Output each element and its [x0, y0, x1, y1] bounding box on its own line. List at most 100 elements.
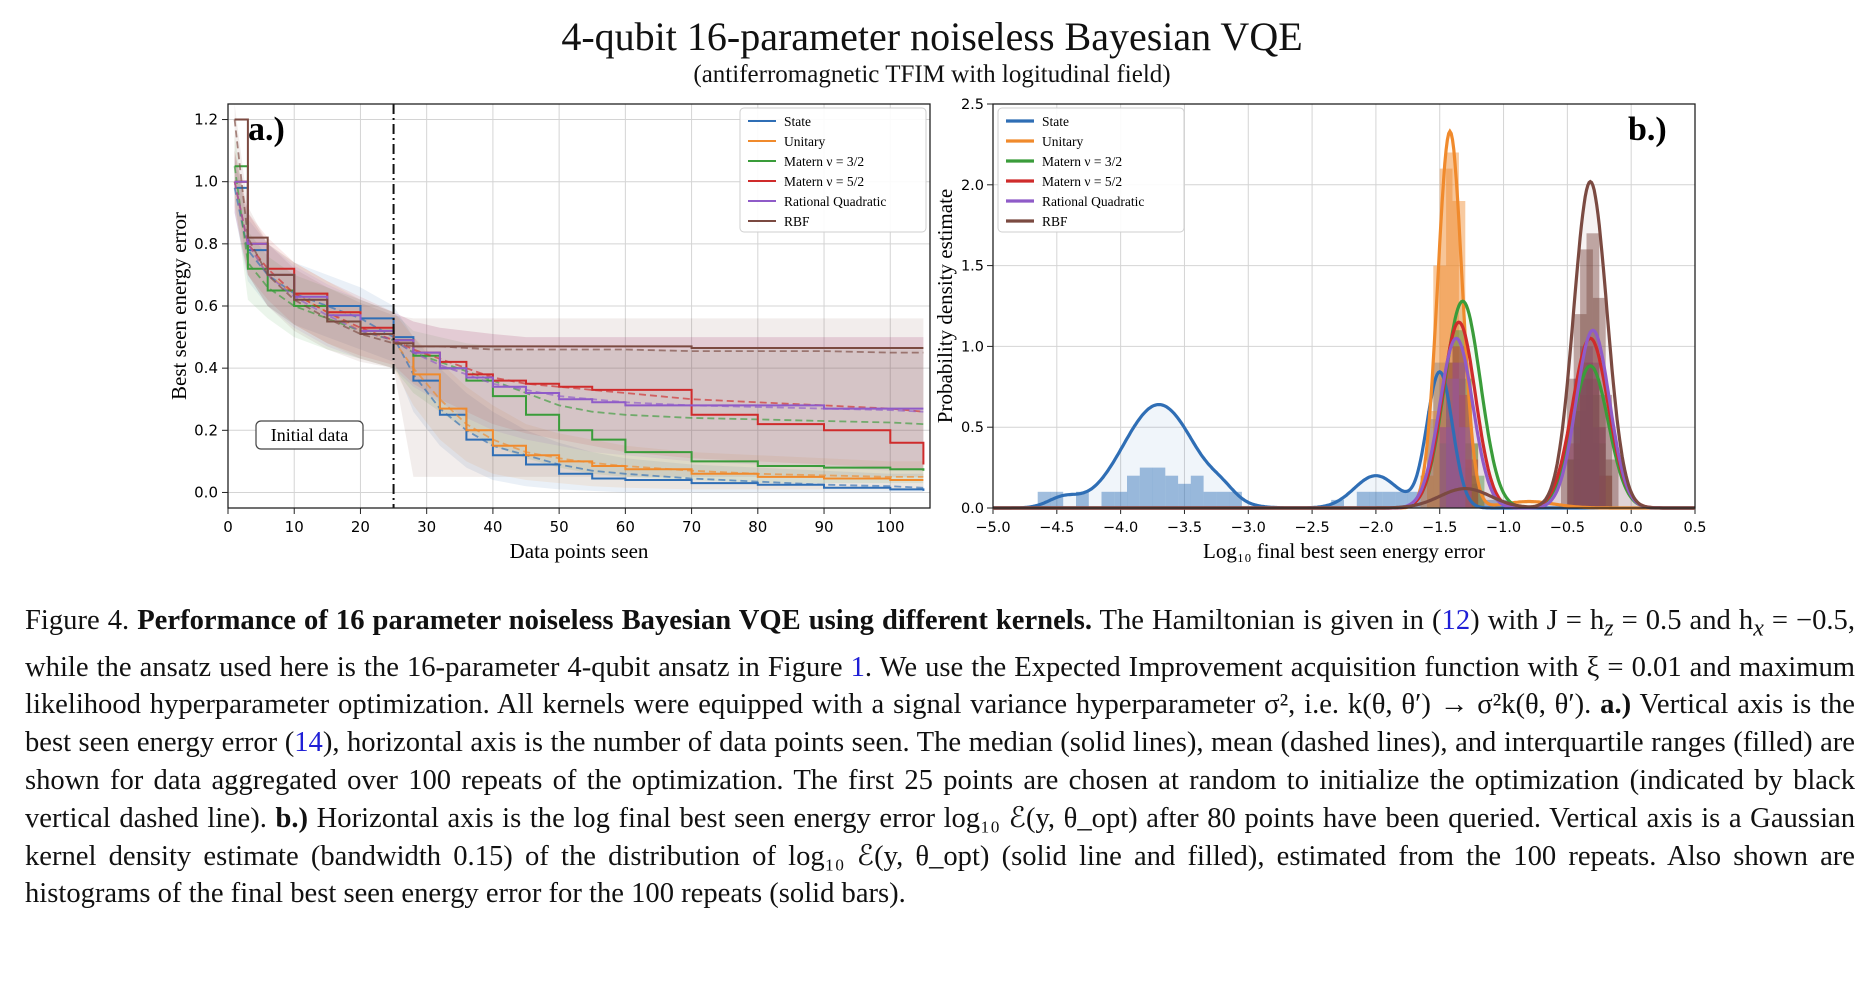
panel-a-xtick-label: 100: [876, 518, 905, 536]
panel-a-ytick-label: 0.4: [194, 359, 218, 377]
panel-b-xtick-label: −0.5: [1550, 520, 1585, 536]
panel-a-legend-label: Rational Quadratic: [784, 194, 886, 209]
panel-b-frame: [992, 103, 1696, 509]
panel-b-xlabel: Log₁₀ final best seen energy error: [1203, 539, 1485, 563]
panel-b-hist-bar-matern52: [1439, 427, 1453, 508]
panel-a-ytick-label: 0.0: [194, 483, 218, 501]
panel-b-hist-bar-rationalquadratic: [1592, 427, 1606, 508]
panel-b-hist-bar-rationalquadratic: [1573, 378, 1587, 508]
panel-a-xtick-label: 0: [223, 518, 233, 536]
panel-b-hist-bar-matern32: [1580, 378, 1593, 508]
panel-b-legend: [997, 107, 1185, 233]
panel-a-xtick-label: 50: [550, 518, 569, 536]
panel-b-xtick-label: 0.5: [1683, 520, 1706, 536]
panel-a-iqr-unitary: [234, 150, 924, 490]
panel-b-ytick-label: 2.5: [961, 97, 984, 113]
panel-b-xtick-label: −1.5: [1422, 520, 1457, 536]
panel-b-ytick-label: 0.0: [961, 501, 984, 517]
panel-a-mean-matern32: [233, 166, 924, 425]
panel-b-hist-bar-rationalquadratic: [1580, 346, 1593, 508]
panel-b-hist-bar-matern52: [1567, 443, 1581, 508]
panel-a-xtick-label: 10: [285, 518, 304, 536]
panel-b-ytick-label: 0.5: [961, 420, 984, 436]
panel-b-chart: −5.0 −4.5 −4.0 −3.5 −3.0 −2.5 −2.0 −1.5 −1.0 −0.5…: [933, 97, 1707, 563]
panel-b-hist-bar-state: [1216, 491, 1230, 508]
panel-a-xtick-label: 80: [748, 518, 767, 536]
panel-b-hist-bar-state: [1165, 475, 1179, 508]
panel-b-hist-bar-state: [1395, 491, 1408, 508]
panel-b-label: b.): [1628, 111, 1667, 148]
panel-a-legend-label: RBF: [784, 214, 810, 229]
panel-a-ylabel: Best seen energy error: [167, 212, 191, 400]
panel-a-iqr-matern32: [234, 135, 924, 484]
panel-a-legend-label: Matern ν = 5/2: [784, 174, 864, 189]
panel-b-hist-bar-state: [1190, 475, 1204, 508]
caption-text-2: ) with J = h: [1470, 605, 1605, 636]
panel-b-hist-bar-matern52: [1599, 475, 1613, 508]
panel-b-hist-bar-matern32: [1452, 330, 1466, 508]
panel-b-hist-bar-matern52: [1573, 394, 1587, 508]
panel-b-legend-label: Unitary: [1042, 134, 1083, 149]
panel-b-hist-bar-state: [1178, 483, 1191, 508]
panel-a-chart: 0 10 20 30 40 50 60 70 80 90 100 0.0 0.2 0.4 0.6 0.8 1.0…: [167, 103, 931, 563]
panel-a-xlabel: Data points seen: [510, 539, 649, 563]
panel-b-hist-bar-rbf: [1580, 249, 1593, 508]
caption-text-6: Vertical axis is the best seen energy er…: [25, 689, 1855, 759]
panel-a-ytick-label: 1.2: [194, 111, 218, 129]
panel-a-ytick-label: 0.6: [194, 297, 218, 315]
panel-b-kde-fill-rationalquadratic: [993, 330, 1695, 508]
panel-a-legend-label: Matern ν = 3/2: [784, 154, 864, 169]
panel-a-ytick-label: 0.8: [194, 235, 218, 253]
panel-b-hist-bar-state: [1203, 491, 1217, 508]
panel-b-hist-bar-state: [1382, 491, 1396, 508]
panel-b-xtick-label: −4.5: [1039, 520, 1074, 536]
panel-a-label: a.): [248, 111, 285, 148]
panel-a-legend: [739, 107, 927, 233]
caption-text-5: . We use the Expected Improvement acquis…: [25, 651, 1855, 721]
panel-a-frame: [227, 103, 931, 509]
panel-b-hist-bar-rationalquadratic: [1586, 362, 1600, 508]
panel-a-mean-rbf: [233, 119, 924, 354]
panel-b-hist-bar-state: [1331, 499, 1344, 508]
caption-ref-figure1[interactable]: 1: [850, 651, 865, 683]
caption-text-8: Horizontal axis is the log final best se…: [25, 802, 1855, 910]
panel-b-legend-label: State: [1042, 114, 1069, 129]
caption-ref-eq12[interactable]: 12: [1441, 605, 1471, 636]
panel-b-hist-bar-state: [1452, 451, 1466, 508]
panel-a-median-rbf: [234, 118, 924, 349]
caption-bold-summary: Performance of 16 parameter noiseless Ba…: [137, 605, 1092, 636]
panel-b-hist-bar-matern32: [1599, 475, 1613, 508]
panel-b-ytick-label: 2.0: [961, 178, 984, 194]
caption-a-label: a.): [1600, 689, 1632, 721]
panel-a-xtick-label: 40: [483, 518, 502, 536]
panel-b-hist-bar-state: [1076, 491, 1089, 508]
panel-b-hist-bar-matern52: [1452, 346, 1466, 508]
panel-b-hist-bar-matern32: [1567, 459, 1581, 508]
panel-b-xtick-label: −5.0: [975, 520, 1010, 536]
panel-b-hist-bar-matern52: [1592, 427, 1606, 508]
panel-b-hist-bar-state: [1356, 491, 1370, 508]
panel-b-legend-label: RBF: [1042, 214, 1068, 229]
caption-ref-eq14[interactable]: 14: [294, 727, 323, 759]
panel-a-xtick-label: 90: [814, 518, 833, 536]
panel-b-xtick-label: −2.0: [1358, 520, 1393, 536]
panel-b-hist-bar-matern32: [1586, 394, 1600, 508]
caption-b-label: b.): [275, 802, 309, 834]
caption-text-3: = 0.5 and h: [1613, 605, 1754, 636]
panel-a-median-matern52: [234, 180, 925, 465]
panel-b-kde-fill-state: [993, 371, 1695, 508]
panel-b-hist-bar-state: [1152, 467, 1166, 508]
panel-b-hist-bar-matern32: [1573, 411, 1587, 508]
panel-b-hist-bar-rbf: [1586, 233, 1600, 509]
caption-text-1: The Hamiltonian is given in (: [1092, 605, 1442, 636]
panel-b-legend-label: Matern ν = 3/2: [1042, 154, 1122, 169]
caption-text-7: ), horizontal axis is the number of data…: [25, 727, 1855, 834]
panel-b-xtick-label: −3.5: [1167, 520, 1202, 536]
panel-b-hist-bar-state: [1127, 475, 1140, 508]
panel-a-xtick-label: 70: [682, 518, 701, 536]
panel-a-legend-label: Unitary: [784, 134, 825, 149]
panel-a-ytick-label: 0.2: [194, 421, 218, 439]
panel-a-legend-label: State: [784, 114, 811, 129]
figure-canvas: 0 10 20 30 40 50 60 70 80 90 100 0.0 0.2 0.4 0.6 0.8 1.0…: [167, 97, 1707, 563]
panel-b-xtick-label: −1.0: [1486, 520, 1521, 536]
